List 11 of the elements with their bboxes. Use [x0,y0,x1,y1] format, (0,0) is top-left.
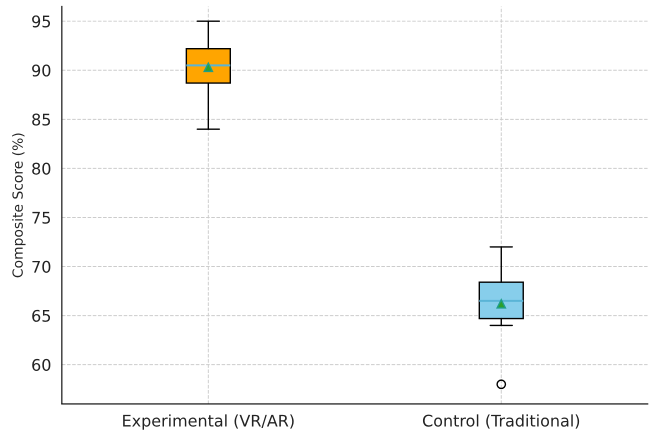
x-tick-label: Control (Traditional) [422,414,580,429]
y-tick-label: 90 [32,64,50,77]
y-tick-label: 65 [32,310,50,322]
y-tick-label: 60 [32,358,50,371]
y-tick-label: 95 [32,15,50,28]
y-tick-label: 80 [32,162,50,175]
y-tick-label: 75 [32,212,50,224]
y-tick-label: 85 [32,114,50,126]
x-tick-label: Experimental (VR/AR) [123,414,294,430]
y-axis-title: Composite Score (%) [12,133,26,278]
y-tick-label: 70 [32,260,50,273]
